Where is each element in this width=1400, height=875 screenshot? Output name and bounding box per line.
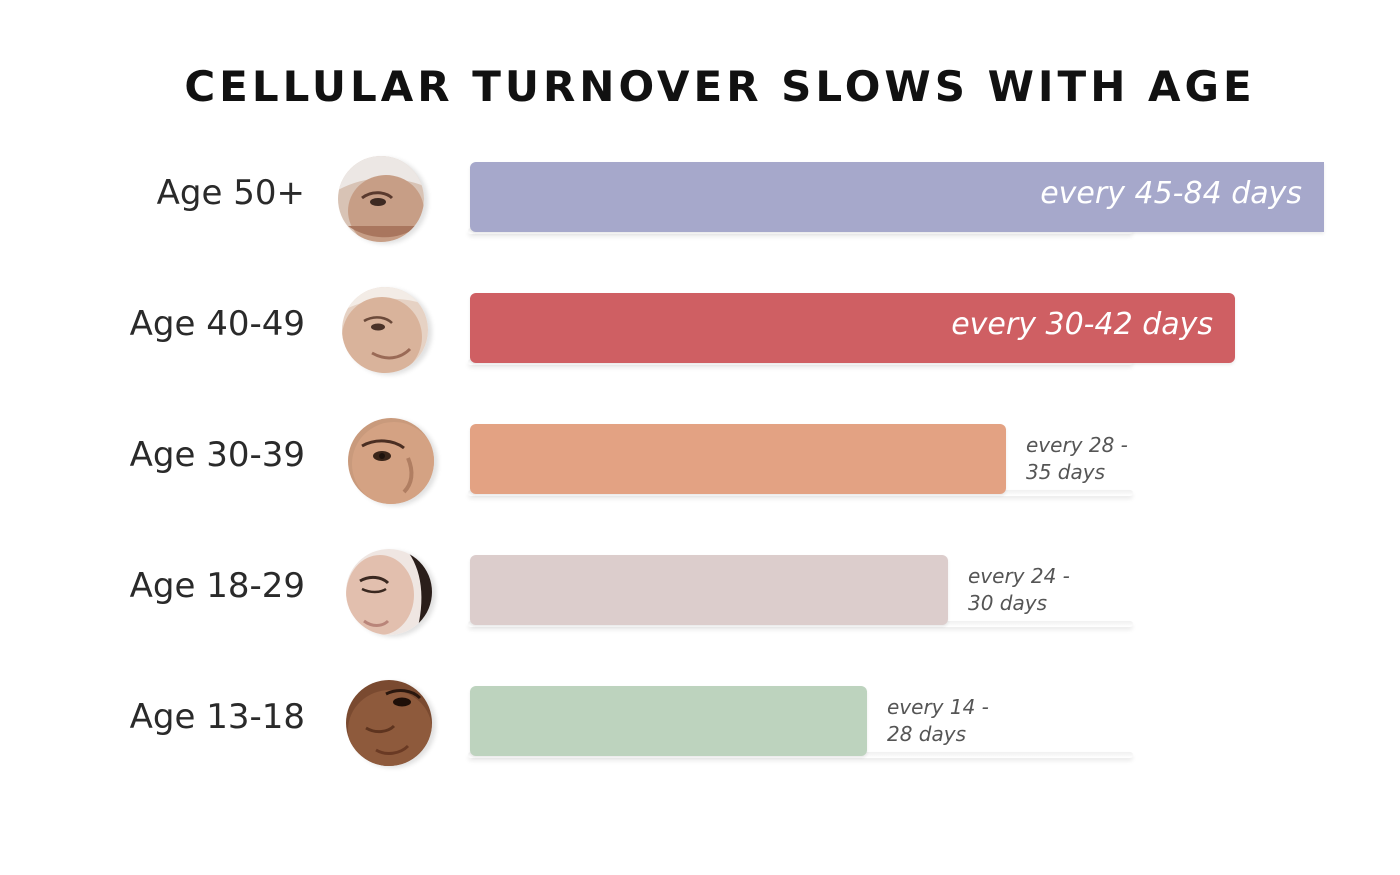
category-label: Age 13-18 bbox=[129, 697, 305, 737]
chart-row-age-18-29: Age 18-29 every 24 - 30 days bbox=[0, 541, 1400, 641]
bar-label: every 24 - 30 days bbox=[968, 563, 1108, 617]
bar-label-line-1: every 24 - bbox=[968, 564, 1070, 588]
category-label: Age 40-49 bbox=[129, 304, 305, 344]
face-photo-icon bbox=[348, 418, 434, 504]
bar-label-line-1: every 14 - bbox=[887, 695, 989, 719]
bar-label-line-2: 28 days bbox=[887, 722, 967, 746]
bar-age-30-39 bbox=[470, 424, 1006, 494]
category-label: Age 18-29 bbox=[129, 566, 305, 606]
chart-row-age-40-49: Age 40-49 every 30-42 days bbox=[0, 279, 1400, 379]
bar-label: every 14 - 28 days bbox=[887, 694, 1027, 748]
bar-label-line-2: 30 days bbox=[968, 591, 1048, 615]
chart-title: CELLULAR TURNOVER SLOWS WITH AGE bbox=[184, 62, 1256, 111]
category-label: Age 50+ bbox=[156, 173, 305, 213]
bar-label: every 45-84 days bbox=[1040, 176, 1302, 211]
bar-label-line-1: every 28 - bbox=[1026, 433, 1128, 457]
bar-age-50-plus bbox=[470, 162, 1324, 232]
face-photo-icon bbox=[346, 549, 432, 635]
face-photo-icon bbox=[342, 287, 428, 373]
chart-row-age-50-plus: Age 50+ every 45-84 days bbox=[0, 148, 1400, 248]
bar-label: every 30-42 days bbox=[951, 307, 1213, 342]
chart-row-age-13-18: Age 13-18 every 14 - 28 days bbox=[0, 672, 1400, 772]
chart-row-age-30-39: Age 30-39 every 28 - 35 days bbox=[0, 410, 1400, 510]
bar-age-13-18 bbox=[470, 686, 867, 756]
bar-age-18-29 bbox=[470, 555, 948, 625]
bar-age-40-49 bbox=[470, 293, 1235, 363]
category-label: Age 30-39 bbox=[129, 435, 305, 475]
face-photo-icon bbox=[338, 156, 424, 242]
face-photo-icon bbox=[346, 680, 432, 766]
bar-label: every 28 - 35 days bbox=[1026, 432, 1166, 486]
bar-label-line-2: 35 days bbox=[1026, 460, 1106, 484]
